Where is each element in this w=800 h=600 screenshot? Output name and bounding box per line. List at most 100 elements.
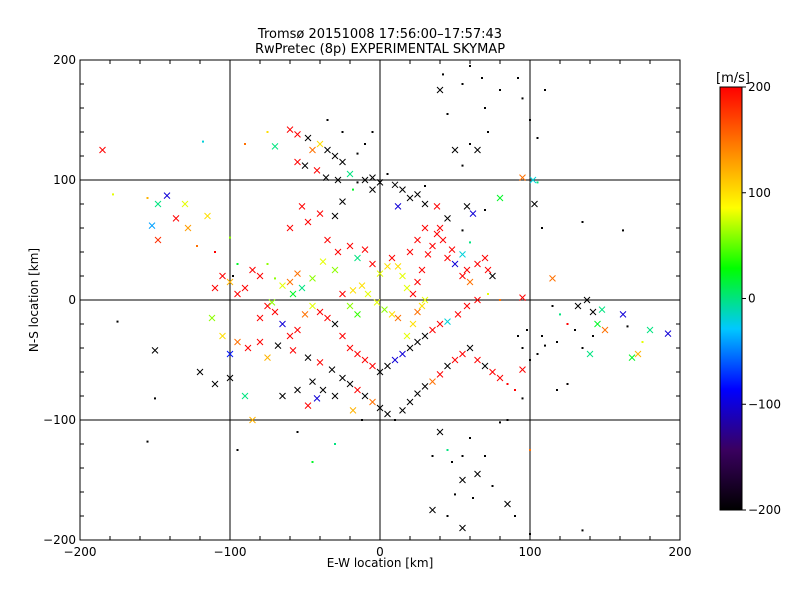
data-point-cross	[249, 416, 256, 424]
colorbar	[719, 86, 743, 511]
data-point-cross	[463, 302, 471, 310]
data-point-cross	[274, 342, 282, 349]
data-point-dot	[311, 461, 314, 463]
y-tick-label: 100	[53, 173, 76, 187]
data-point-dot	[521, 347, 524, 349]
data-point-cross	[163, 192, 171, 199]
data-point-cross	[226, 278, 234, 286]
data-point-dot	[491, 485, 494, 487]
x-axis-ticks: −200 −100 0 100 200	[64, 60, 691, 559]
colorbar-tick-label: 200	[748, 80, 771, 94]
data-point-dot	[544, 89, 546, 91]
data-point-cross	[388, 311, 396, 318]
data-point-dot	[521, 97, 524, 100]
data-point-dot	[236, 263, 239, 265]
data-point-dot	[352, 188, 354, 191]
data-point-cross	[286, 278, 294, 286]
data-point-cross	[531, 200, 538, 208]
data-point-dot	[469, 437, 471, 439]
data-point-cross	[211, 380, 219, 388]
data-point-dot	[424, 185, 426, 187]
x-tick-label: 100	[519, 545, 542, 559]
data-point-cross	[586, 350, 594, 358]
data-point-cross	[444, 254, 451, 262]
data-point-dot	[526, 329, 528, 331]
data-point-cross	[394, 314, 402, 322]
data-point-cross	[474, 146, 481, 154]
data-point-cross	[504, 500, 511, 508]
data-point-cross	[376, 404, 384, 412]
data-point-cross	[451, 260, 459, 268]
data-point-cross	[304, 134, 312, 142]
data-point-cross	[204, 212, 211, 220]
data-point-cross	[316, 210, 324, 217]
data-point-cross	[429, 326, 436, 334]
data-point-cross	[346, 380, 354, 388]
data-point-cross	[628, 354, 636, 361]
data-point-dot	[536, 353, 539, 355]
data-point-cross	[474, 296, 481, 304]
data-point-cross	[241, 284, 249, 292]
data-point-dot	[274, 277, 276, 280]
data-point-cross	[409, 320, 417, 328]
data-point-dot	[536, 137, 539, 139]
data-point-dot	[451, 461, 453, 463]
data-point-cross	[148, 222, 156, 229]
data-point-cross	[399, 407, 406, 414]
data-point-cross	[219, 332, 226, 340]
data-point-cross	[481, 254, 489, 262]
y-axis-label: N-S location [km]	[27, 248, 41, 352]
data-point-cross	[354, 350, 361, 358]
data-point-cross	[331, 320, 339, 328]
data-point-cross	[334, 176, 342, 184]
data-point-cross	[459, 272, 466, 280]
data-point-cross	[394, 263, 402, 270]
data-point-cross	[279, 282, 286, 289]
data-point-cross	[444, 362, 451, 370]
data-point-cross	[346, 344, 354, 352]
data-point-cross	[354, 254, 361, 262]
data-point-cross	[286, 126, 294, 133]
data-point-dot	[334, 443, 336, 445]
data-point-cross	[331, 152, 339, 160]
data-point-dot	[266, 131, 269, 133]
data-point-dot	[544, 344, 546, 347]
data-point-cross	[451, 356, 459, 364]
data-point-cross	[316, 308, 324, 316]
data-point-dot	[461, 229, 464, 232]
data-point-cross	[436, 320, 444, 328]
data-point-cross	[463, 203, 471, 210]
data-point-cross	[309, 378, 316, 385]
data-point-dot	[541, 227, 543, 229]
data-point-dot	[356, 181, 359, 184]
data-point-dot	[506, 419, 509, 421]
data-point-cross	[316, 140, 324, 148]
data-point-cross	[496, 194, 504, 202]
data-point-cross	[256, 338, 264, 346]
data-point-cross	[429, 506, 436, 514]
data-point-dot	[472, 497, 474, 499]
data-point-dot	[521, 397, 524, 400]
data-point-cross	[154, 236, 162, 244]
data-point-cross	[481, 362, 489, 370]
data-point-cross	[459, 524, 466, 532]
data-point-cross	[454, 311, 462, 318]
data-point-dot	[244, 143, 246, 145]
data-point-cross	[289, 347, 297, 354]
data-point-cross	[403, 332, 411, 340]
data-point-cross	[466, 344, 474, 352]
data-point-cross	[309, 146, 316, 154]
data-point-dot	[469, 65, 471, 67]
data-point-cross	[256, 272, 264, 280]
data-point-cross	[294, 386, 301, 394]
data-point-cross	[444, 318, 451, 325]
data-point-cross	[384, 263, 391, 270]
data-point-cross	[172, 215, 180, 222]
data-point-dot	[394, 419, 396, 421]
data-point-cross	[361, 176, 369, 184]
data-point-cross	[399, 272, 406, 280]
data-point-dot	[536, 181, 539, 184]
data-point-cross	[634, 350, 642, 358]
data-point-cross	[313, 167, 321, 174]
data-point-cross	[439, 236, 447, 244]
